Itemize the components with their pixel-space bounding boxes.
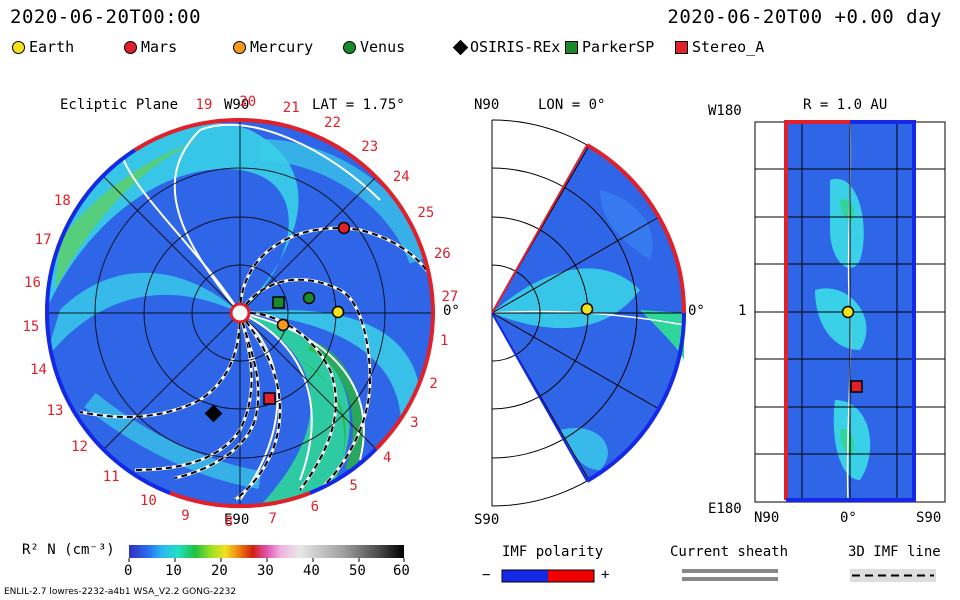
legend-label: Mars — [141, 38, 178, 56]
panel3-top-left: W180 — [708, 103, 742, 119]
panel3-x-mid: 0° — [840, 510, 857, 526]
colorbar-tick: 40 — [303, 563, 320, 579]
mars-marker-icon — [337, 221, 351, 235]
rotation-number: 27 — [441, 289, 459, 306]
colorbar-tick: 30 — [257, 563, 274, 579]
rotation-number: 11 — [102, 469, 120, 486]
stereo-a-marker-icon — [850, 380, 863, 393]
panel3-x-right: S90 — [916, 510, 942, 526]
rotation-number: 8 — [224, 513, 234, 530]
colorbar-tick: 60 — [393, 563, 410, 579]
stereo-a-marker-icon — [675, 40, 688, 54]
imf-title: IMF polarity — [502, 544, 604, 560]
imf-minus: − — [482, 567, 491, 583]
panel2-bottom-left: S90 — [474, 512, 500, 528]
panel1-bottom: E90 — [224, 512, 250, 528]
legend-earth: Earth — [12, 38, 74, 56]
rotation-number: 6 — [310, 498, 320, 515]
panel3-radius: R = 1.0 AU — [803, 97, 888, 113]
date-right: 2020-06-20T00 +0.00 day — [667, 6, 942, 28]
rotation-number: 15 — [22, 318, 40, 335]
rotation-number: 23 — [361, 138, 379, 155]
osiris-rex-marker-icon — [204, 404, 223, 423]
mars-marker-icon — [124, 40, 137, 54]
legend-mercury: Mercury — [233, 38, 313, 56]
earth-marker-icon — [331, 305, 345, 319]
rotation-number: 13 — [46, 402, 64, 419]
rotation-number: 16 — [24, 274, 41, 291]
parkersp-marker-icon — [272, 296, 285, 309]
rotation-number: 25 — [417, 205, 435, 222]
panel2-right: 0° — [688, 303, 705, 319]
venus-marker-icon — [343, 40, 356, 54]
legend-label: Earth — [29, 38, 75, 56]
panel2-top-left: N90 — [474, 97, 500, 113]
colorbar-label: R² N (cm⁻³) — [22, 542, 115, 558]
legend-parkersp: ParkerSP — [565, 38, 654, 56]
ecliptic-panel — [44, 117, 436, 509]
rotation-number: 20 — [239, 94, 257, 111]
panel1-right: 0° — [443, 303, 460, 319]
date-left: 2020-06-20T00:00 — [10, 6, 202, 28]
legend-mars: Mars — [124, 38, 177, 56]
rotation-number: 22 — [324, 115, 341, 132]
legend-label: OSIRIS-REx — [470, 38, 561, 56]
panel3-x-left: N90 — [754, 510, 780, 526]
rotation-number: 4 — [383, 449, 392, 466]
rotation-number: 10 — [139, 492, 157, 509]
rotation-number: 18 — [53, 192, 71, 209]
legend-label: Stereo_A — [692, 38, 765, 56]
legend-stereo-a: Stereo_A — [675, 38, 764, 56]
rotation-number: 2 — [429, 375, 438, 392]
earth-marker-icon — [580, 302, 594, 316]
legend-label: Mercury — [250, 38, 314, 56]
mercury-marker-icon — [233, 40, 246, 54]
mercury-marker-icon — [276, 318, 290, 332]
colorbar — [129, 545, 404, 558]
stereo-a-marker-icon — [263, 392, 276, 405]
panel1-lat: LAT = 1.75° — [312, 97, 405, 113]
rotation-number: 26 — [433, 246, 451, 263]
panel1-top: W90 — [224, 97, 250, 113]
legend-venus: Venus — [343, 38, 405, 56]
panel1-title: Ecliptic Plane — [60, 97, 179, 113]
rotation-number: 21 — [282, 100, 300, 117]
imf3d-title: 3D IMF line — [848, 544, 941, 560]
legend-label: Venus — [360, 38, 406, 56]
footer-left: ENLIL-2.7 lowres-2232-a4b1 WSA_V2.2 GONG… — [4, 587, 237, 597]
panel2-lon: LON = 0° — [538, 97, 606, 113]
venus-marker-icon — [302, 291, 316, 305]
colorbar-tick: 0 — [124, 563, 133, 579]
rotation-number: 14 — [30, 361, 47, 378]
imf-plus: + — [601, 567, 610, 583]
imf-positive-swatch — [548, 570, 594, 582]
rotation-number: 7 — [268, 510, 277, 527]
sheath-title: Current sheath — [670, 544, 789, 560]
rotation-number: 12 — [71, 438, 88, 455]
panel3-bottom-left: E180 — [708, 501, 742, 517]
rotation-number: 19 — [195, 97, 213, 114]
rotation-number: 24 — [392, 169, 410, 185]
legend-osiris-rex: OSIRIS-REx — [452, 38, 561, 56]
colorbar-tick: 10 — [165, 563, 182, 579]
panel3-mid-left: 1 — [738, 303, 747, 319]
earth-marker-icon — [12, 40, 25, 54]
rotation-number: 5 — [349, 478, 358, 495]
colorbar-tick: 20 — [211, 563, 228, 579]
earth-marker-icon — [841, 305, 855, 319]
parkersp-marker-icon — [565, 40, 578, 54]
rotation-number: 17 — [34, 232, 52, 249]
current-sheath-swatch — [682, 569, 778, 573]
colorbar-tick: 50 — [349, 563, 366, 579]
imf-negative-swatch — [502, 570, 548, 582]
rotation-number: 9 — [181, 507, 190, 524]
legend-label: ParkerSP — [582, 38, 655, 56]
rotation-number: 1 — [439, 333, 449, 350]
rotation-number: 3 — [410, 415, 419, 432]
